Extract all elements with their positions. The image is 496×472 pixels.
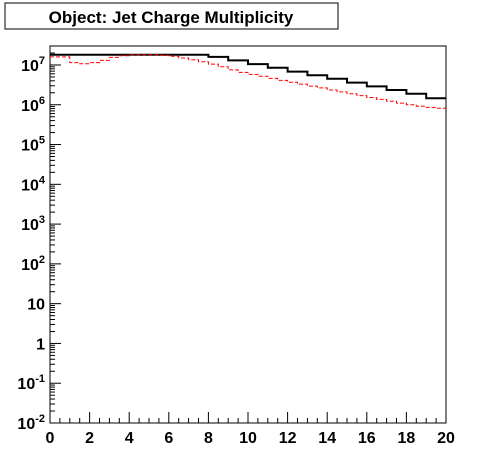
y-tick-mantissa: 10 [17, 416, 35, 433]
y-tick-exponent: 4 [39, 174, 46, 186]
x-tick-label: 20 [437, 430, 455, 447]
y-tick-label: 103 [21, 214, 45, 234]
y-tick-mantissa: 10 [21, 177, 39, 194]
title-box [4, 2, 339, 30]
y-tick-label: 10 [27, 297, 45, 314]
y-tick-mantissa: 10 [21, 138, 39, 155]
y-tick-label: 104 [21, 174, 46, 194]
x-tick-label: 14 [318, 430, 336, 447]
x-tick-label: 0 [46, 430, 55, 447]
y-tick-exponent: 2 [39, 254, 45, 266]
y-tick-label: 1 [36, 336, 45, 353]
y-tick-mantissa: 10 [21, 98, 39, 115]
y-tick-label: 107 [21, 55, 45, 75]
x-tick-label: 12 [279, 430, 297, 447]
histogram-series [50, 53, 446, 100]
y-tick-exponent: 6 [39, 95, 45, 107]
x-tick-label: 2 [85, 430, 94, 447]
y-tick-mantissa: 10 [17, 376, 35, 393]
x-tick-label: 18 [398, 430, 416, 447]
y-tick-exponent: 7 [39, 55, 45, 67]
series-layer [50, 53, 446, 109]
x-tick-label: 8 [204, 430, 213, 447]
y-tick-mantissa: 10 [27, 297, 45, 314]
y-tick-mantissa: 1 [36, 336, 45, 353]
y-tick-mantissa: 10 [21, 217, 39, 234]
y-tick-exponent: -1 [35, 373, 45, 385]
y-tick-label: 102 [21, 254, 45, 274]
y-tick-mantissa: 10 [21, 58, 39, 75]
y-tick-exponent: 5 [39, 135, 45, 147]
y-tick-label: 10-2 [17, 413, 45, 433]
x-tick-labels: 0 2 4 6 8 10 12 14 16 18 20 [46, 430, 455, 447]
x-tick-label: 4 [125, 430, 134, 447]
chart-title: Object: Jet Charge Multiplicity [49, 8, 294, 27]
axis-ticks [49, 45, 447, 424]
y-tick-label: 10-1 [17, 373, 45, 393]
x-tick-label: 6 [164, 430, 173, 447]
y-tick-exponent: 3 [39, 214, 45, 226]
histogram-series [50, 54, 446, 109]
x-tick-label: 16 [358, 430, 376, 447]
y-tick-exponent: -2 [35, 413, 45, 425]
y-tick-label: 106 [21, 95, 45, 115]
plot-frame [49, 45, 447, 424]
y-tick-mantissa: 10 [21, 257, 39, 274]
x-tick-label: 10 [239, 430, 257, 447]
y-tick-label: 105 [21, 135, 45, 155]
